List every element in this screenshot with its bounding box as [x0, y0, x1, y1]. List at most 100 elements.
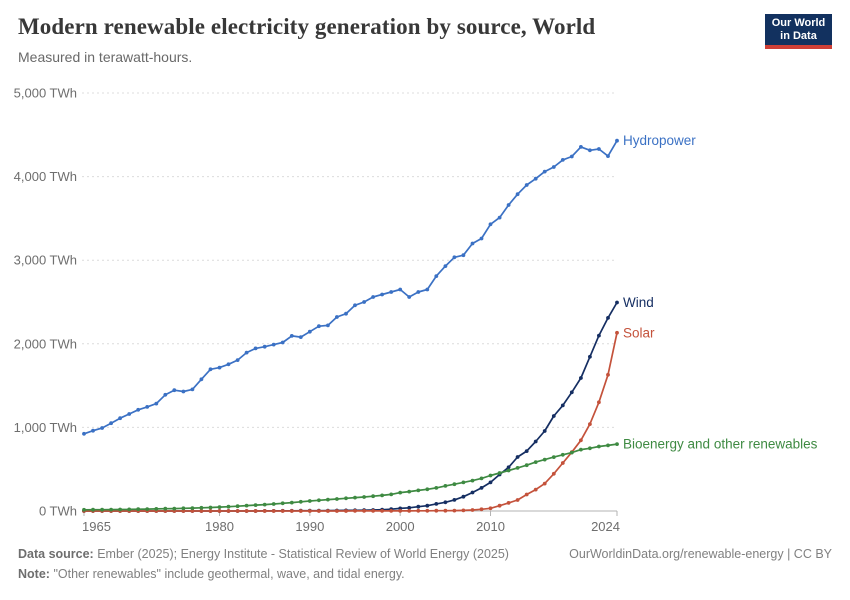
data-point [597, 400, 601, 405]
data-point [226, 362, 231, 367]
data-point [416, 504, 421, 509]
data-point [91, 507, 95, 512]
data-point [136, 507, 141, 512]
data-point [497, 503, 502, 508]
data-point [362, 300, 366, 304]
series-solar[interactable]: Solar [82, 325, 655, 513]
data-point [506, 501, 511, 505]
data-point [398, 287, 403, 292]
data-point [533, 439, 538, 444]
data-source-line: Data source: Ember (2025); Energy Instit… [18, 544, 509, 564]
y-axis-tick-label: 3,000 TWh [14, 253, 77, 268]
data-point [91, 428, 95, 433]
data-point [317, 509, 321, 513]
data-point [371, 509, 375, 513]
data-point [172, 506, 177, 511]
data-point [118, 507, 122, 512]
data-point [588, 148, 592, 153]
data-point [579, 145, 583, 149]
data-point [307, 509, 312, 513]
data-point [253, 509, 258, 513]
data-point [515, 466, 520, 470]
data-point [506, 465, 511, 470]
data-point [82, 507, 86, 512]
series-wind[interactable]: Wind [82, 295, 654, 513]
data-point [551, 455, 556, 459]
data-point [606, 443, 610, 448]
data-point [542, 169, 547, 174]
owid-link[interactable]: OurWorldinData.org/renewable-energy | CC… [569, 547, 832, 561]
x-axis-tick-label: 2024 [591, 519, 620, 534]
data-point [280, 340, 285, 345]
data-point [362, 509, 366, 513]
data-point [542, 429, 547, 433]
data-point [461, 253, 466, 258]
data-point [298, 499, 303, 504]
data-point [298, 509, 303, 513]
series-label-wind[interactable]: Wind [623, 295, 654, 310]
data-point [551, 165, 556, 169]
data-point [443, 500, 448, 505]
data-point [344, 311, 348, 316]
series-label-hydropower[interactable]: Hydropower [623, 133, 696, 148]
series-label-bioenergy-and-other-renewables[interactable]: Bioenergy and other renewables [623, 437, 818, 452]
data-point [488, 473, 493, 478]
data-point [416, 508, 421, 513]
data-point [353, 303, 357, 308]
data-point [597, 333, 601, 338]
data-point [244, 350, 249, 355]
series-line-hydropower[interactable] [83, 139, 618, 435]
data-point [199, 509, 204, 513]
data-point [118, 416, 122, 421]
y-axis-tick-label: 1,000 TWh [14, 420, 77, 435]
data-source-text[interactable]: Ember (2025); Energy Institute - Statist… [97, 547, 509, 561]
data-point [235, 509, 240, 513]
data-point [208, 509, 213, 513]
note-line: Note: "Other renewables" include geother… [18, 564, 509, 584]
series-line-solar[interactable] [83, 331, 618, 512]
data-point [163, 506, 168, 511]
data-point [606, 372, 610, 377]
data-point [407, 489, 412, 494]
data-point [461, 480, 466, 485]
series-bioenergy-and-other-renewables[interactable]: Bioenergy and other renewables [82, 437, 818, 512]
x-axis-tick-label: 1980 [205, 519, 234, 534]
data-point [551, 414, 556, 418]
data-point [434, 274, 439, 278]
series-label-solar[interactable]: Solar [623, 325, 655, 340]
data-point [470, 508, 475, 512]
note-text: "Other renewables" include geothermal, w… [53, 567, 405, 581]
data-point [253, 346, 258, 351]
data-point [380, 509, 384, 513]
data-point [569, 450, 574, 455]
data-point [217, 365, 222, 370]
data-point [579, 447, 583, 452]
page-title: Modern renewable electricity generation … [18, 14, 596, 39]
data-point [425, 287, 430, 292]
series-line-wind[interactable] [83, 301, 618, 512]
chart-footer: Data source: Ember (2025); Energy Instit… [18, 544, 832, 584]
series-hydropower[interactable]: Hydropower [82, 133, 696, 436]
data-point [244, 503, 249, 508]
series-line-bioenergy-and-other-renewables[interactable] [83, 443, 618, 511]
data-point [344, 496, 348, 501]
x-axis-tick-label: 1990 [295, 519, 324, 534]
data-point [317, 324, 321, 329]
data-point [217, 509, 222, 513]
data-point [407, 295, 412, 299]
gridlines: 0 TWh 1,000 TWh 2,000 TWh 3,000 TWh 4,000 TW… [14, 86, 617, 519]
data-point [425, 508, 430, 513]
data-point [452, 482, 457, 487]
owid-logo-line1: Our World [771, 16, 826, 29]
data-point [524, 463, 529, 468]
data-point [560, 158, 565, 162]
data-point [497, 215, 502, 220]
data-point [154, 401, 159, 406]
data-point [443, 508, 448, 513]
owid-logo[interactable]: Our World in Data [765, 14, 832, 49]
data-point [208, 505, 213, 510]
data-point [298, 335, 303, 339]
y-axis-tick-label: 5,000 TWh [14, 86, 77, 101]
data-point [244, 509, 249, 513]
data-point [371, 295, 375, 299]
